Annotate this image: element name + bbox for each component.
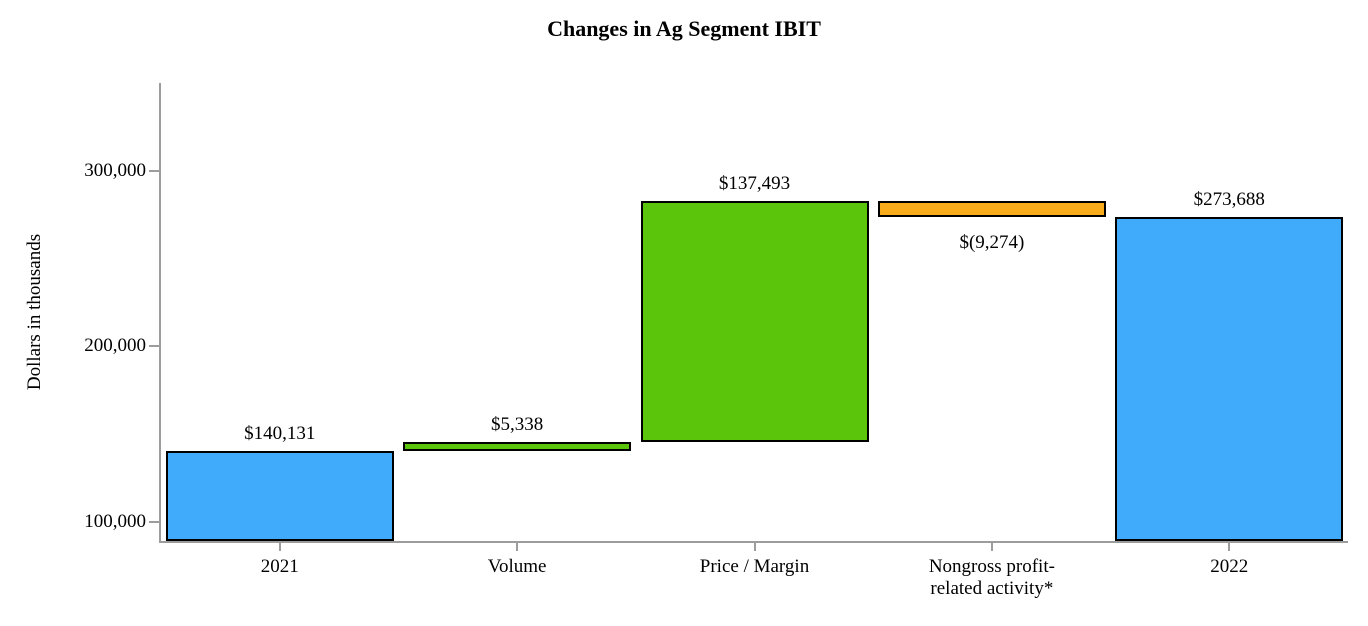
- x-category-label: Price / Margin: [699, 556, 810, 577]
- x-tick: [516, 543, 519, 551]
- bar-2022: [1115, 217, 1344, 541]
- y-tick: [149, 521, 159, 523]
- bar-value-label-nongross-profit-related-activity: $(9,274): [959, 232, 1025, 253]
- y-tick: [149, 345, 159, 347]
- bar-2021: [165, 451, 394, 541]
- bar-value-label-2022: $273,688: [1193, 189, 1265, 210]
- y-tick-label: 100,000: [84, 511, 146, 532]
- x-tick: [990, 543, 993, 551]
- bar-price-margin: [640, 201, 869, 442]
- y-axis-title: Dollars in thousands: [24, 233, 45, 391]
- x-category-label: 2022: [1210, 556, 1249, 577]
- x-tick: [278, 543, 281, 551]
- y-tick-label: 300,000: [84, 160, 146, 181]
- x-category-label: 2021: [260, 556, 299, 577]
- x-tick: [1228, 543, 1231, 551]
- bar-volume: [403, 442, 632, 451]
- bar-value-label-2021: $140,131: [244, 423, 316, 444]
- y-tick-label: 200,000: [84, 335, 146, 356]
- bar-value-label-volume: $5,338: [490, 414, 544, 435]
- x-tick: [753, 543, 756, 551]
- x-category-label: Nongross profit- related activity*: [928, 556, 1055, 599]
- bar-value-label-price-margin: $137,493: [718, 173, 791, 194]
- x-category-label: Volume: [487, 556, 547, 577]
- chart-title: Changes in Ag Segment IBIT: [547, 16, 821, 41]
- y-tick: [149, 170, 159, 172]
- x-axis-line: [159, 541, 1348, 543]
- y-axis-line: [159, 83, 161, 543]
- bar-nongross-profit-related-activity: [877, 201, 1106, 217]
